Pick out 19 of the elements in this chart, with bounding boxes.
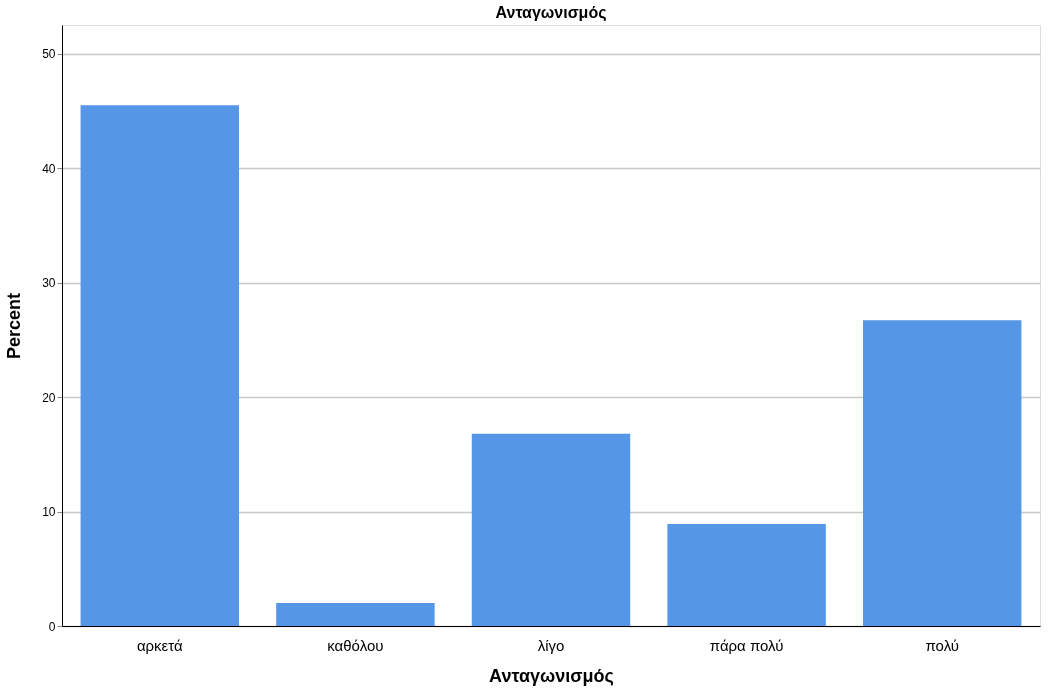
x-tick-label: αρκετά	[136, 636, 184, 654]
x-axis-title: Ανταγωνισμός	[489, 665, 614, 686]
y-tick-label: 20	[42, 390, 56, 405]
bar	[471, 433, 631, 626]
x-tick-label: πολύ	[925, 636, 959, 654]
x-tick-label: λίγο	[537, 636, 565, 654]
x-tick-label: καθόλου	[327, 636, 384, 654]
chart-title: Ανταγωνισμός	[495, 4, 607, 22]
y-axis-title: Percent	[4, 292, 25, 360]
bar	[862, 320, 1022, 626]
y-tick-label: 30	[42, 276, 56, 291]
bar	[276, 603, 435, 626]
y-tick-label: 40	[42, 161, 56, 176]
x-tick-label: πάρα πολύ	[709, 636, 784, 654]
y-tick-label: 10	[42, 505, 56, 520]
bar	[667, 524, 826, 626]
y-tick-label: 50	[42, 47, 56, 62]
y-tick-label: 0	[48, 619, 56, 634]
bar	[80, 105, 240, 626]
